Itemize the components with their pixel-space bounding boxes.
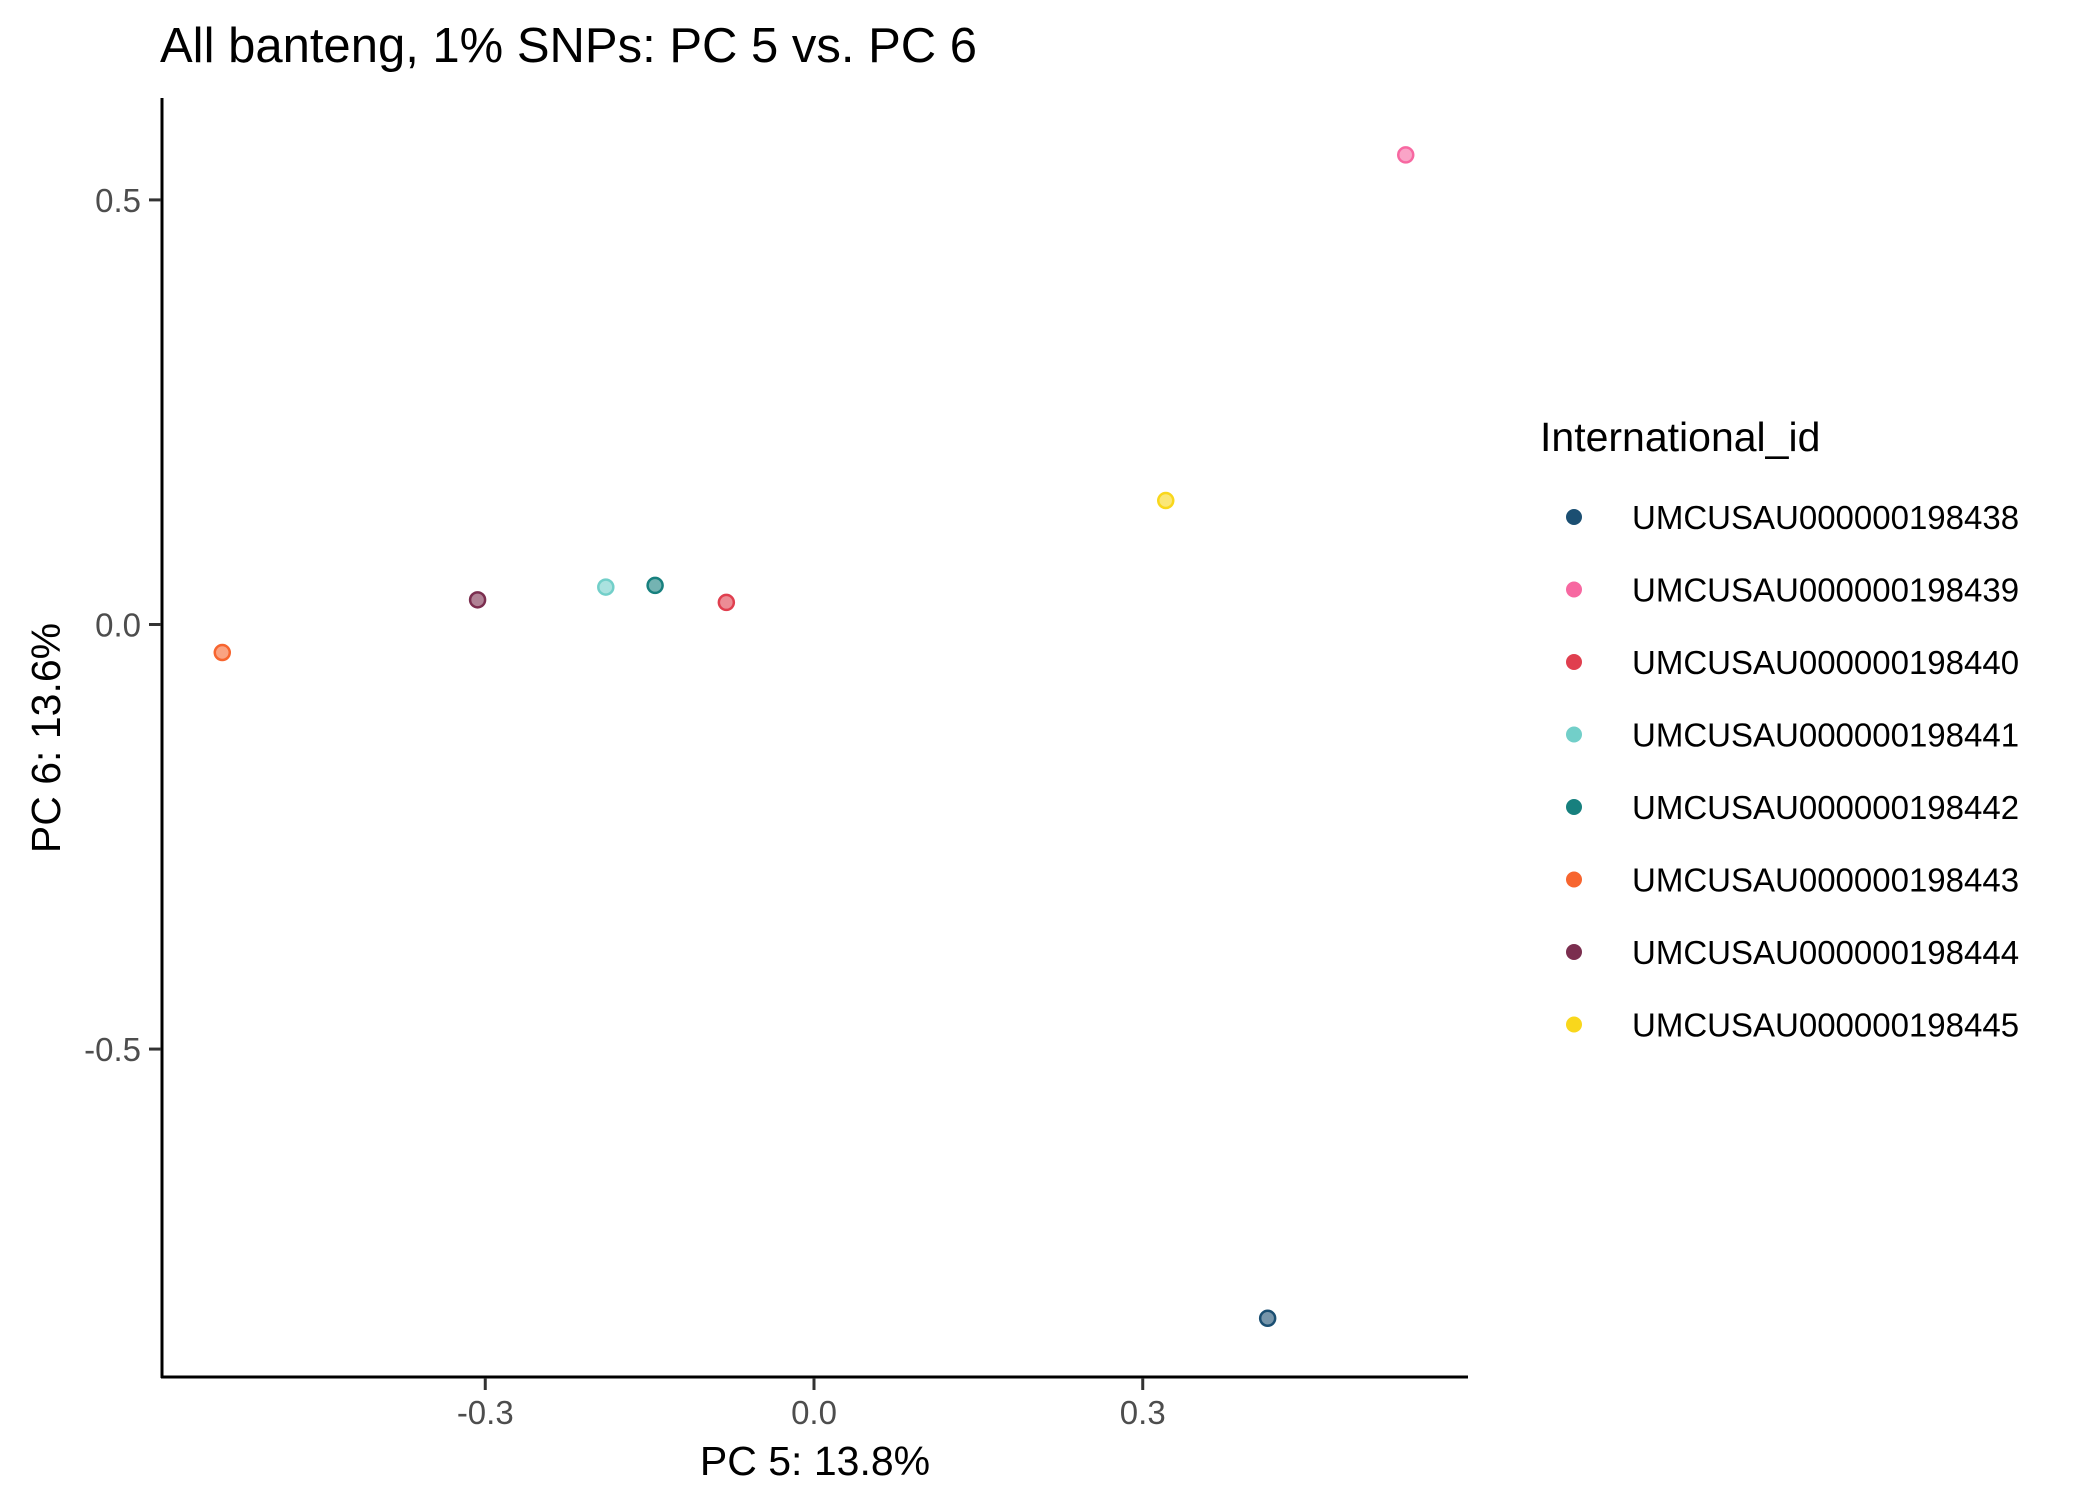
legend-label: UMCUSAU000000198438	[1632, 499, 2019, 536]
x-axis-title: PC 5: 13.8%	[700, 1438, 930, 1484]
legend-label: UMCUSAU000000198444	[1632, 934, 2019, 971]
legend-label: UMCUSAU000000198440	[1632, 644, 2019, 681]
plot-area: -0.3 0.0 0.3 0.5 0.0 -0.5	[84, 98, 1468, 1431]
legend-key	[1566, 1016, 1582, 1033]
legend-key	[1566, 726, 1582, 743]
legend-label: UMCUSAU000000198445	[1632, 1007, 2019, 1044]
legend-title: International_id	[1540, 414, 1820, 460]
data-point	[1157, 491, 1175, 510]
data-point	[646, 576, 664, 595]
y-tick-label: 0.5	[95, 182, 141, 219]
data-point	[468, 591, 487, 609]
legend-key	[1566, 654, 1582, 670]
chart-title: All banteng, 1% SNPs: PC 5 vs. PC 6	[160, 19, 977, 73]
legend-label: UMCUSAU000000198442	[1632, 789, 2019, 826]
y-tick-label: -0.5	[84, 1031, 141, 1068]
x-tick-label: 0.0	[791, 1394, 837, 1431]
legend-key	[1566, 509, 1582, 525]
legend-key	[1566, 871, 1582, 888]
legend-key	[1566, 944, 1582, 960]
legend-key	[1566, 799, 1582, 815]
legend-label: UMCUSAU000000198441	[1632, 717, 2019, 754]
data-point	[717, 593, 736, 612]
x-tick-label: -0.3	[457, 1394, 514, 1431]
legend-label: UMCUSAU000000198439	[1632, 572, 2019, 609]
y-axis-title: PC 6: 13.6%	[23, 623, 69, 853]
x-tick-label: 0.3	[1120, 1394, 1166, 1431]
legend: International_id UMCUSAU000000198438UMCU…	[1540, 414, 2019, 1044]
y-tick-label: 0.0	[95, 606, 141, 643]
legend-label: UMCUSAU000000198443	[1632, 862, 2019, 899]
data-point	[1396, 146, 1415, 164]
x-axis-ticks: -0.3 0.0 0.3	[457, 1378, 1166, 1431]
data-point	[213, 643, 232, 662]
data-points	[213, 146, 1415, 1328]
data-point	[1258, 1309, 1277, 1328]
legend-key	[1566, 581, 1582, 598]
legend-items: UMCUSAU000000198438 UMCUSAU000000198439 UM…	[1566, 499, 2019, 1044]
data-point	[597, 578, 615, 596]
y-axis-ticks: 0.5 0.0 -0.5	[84, 182, 161, 1068]
